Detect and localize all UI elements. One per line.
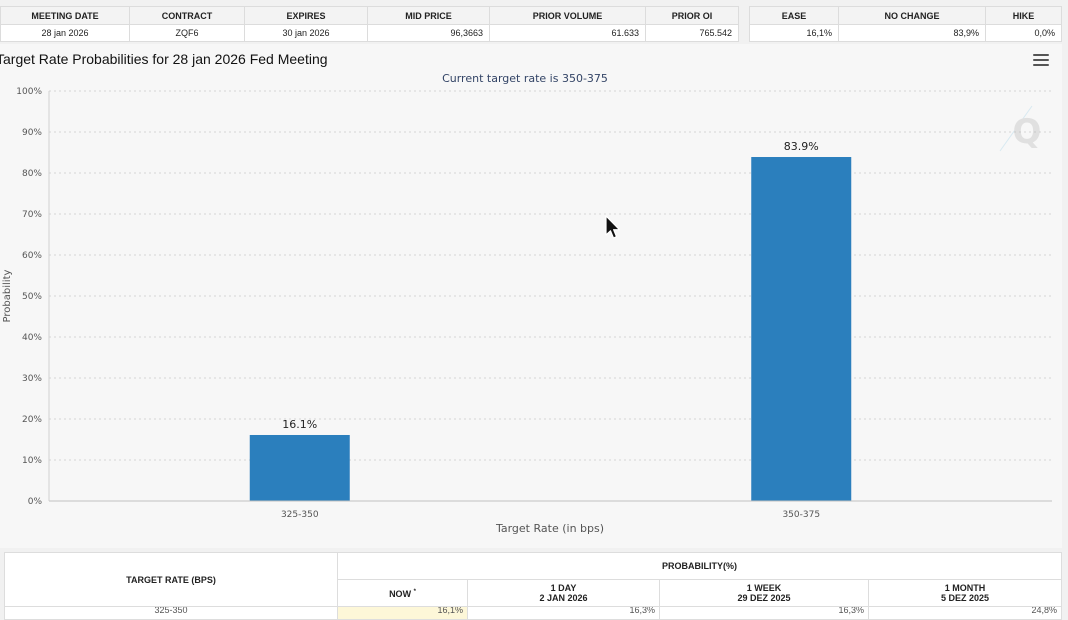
bar-data-label: 83.9% [784, 140, 819, 153]
mouse-pointer-icon [605, 215, 621, 239]
outcome-probability-table: EASE NO CHANGE HIKE 16,1% 83,9% 0,0% [749, 6, 1062, 42]
x-axis-label: Target Rate (in bps) [495, 522, 604, 535]
bar-data-label: 16.1% [282, 418, 317, 431]
col-label: 1 WEEK [746, 583, 782, 593]
col-label: 1 MONTH [944, 583, 986, 593]
cell-ease: 16,1% [749, 24, 839, 42]
y-tick-label: 0% [28, 497, 43, 507]
q-logo-watermark: Q [999, 105, 1042, 152]
cell-prior-oi: 765.542 [645, 24, 739, 42]
cell-no-change: 83,9% [838, 24, 986, 42]
col-header-1-week[interactable]: 1 WEEK 29 DEZ 2025 [659, 579, 869, 607]
target-rate-probability-table: TARGET RATE (BPS) PROBABILITY(%) NOW * 1… [4, 552, 1062, 620]
col-header-probability: PROBABILITY(%) [337, 552, 1062, 580]
chart-subtitle: Current target rate is 350-375 [442, 72, 608, 85]
cell-expires: 30 jan 2026 [244, 24, 368, 42]
col-header-prior-oi[interactable]: PRIOR OI [645, 6, 739, 25]
col-header-expires[interactable]: EXPIRES [244, 6, 368, 25]
y-tick-label: 20% [22, 415, 42, 425]
meeting-info-table: MEETING DATE CONTRACT EXPIRES MID PRICE … [0, 6, 739, 42]
y-axis-ticks: 0% 10% 20% 30% 40% 50% 60% 70% 80% 90% 100% [16, 87, 42, 507]
col-header-target-rate[interactable]: TARGET RATE (BPS) [4, 552, 338, 607]
meeting-table-row: 28 jan 2026 ZQF6 30 jan 2026 96,3663 61.… [0, 24, 739, 42]
col-header-no-change[interactable]: NO CHANGE [838, 6, 986, 25]
y-tick-label: 30% [22, 374, 42, 384]
now-label: NOW [389, 589, 412, 599]
chart-gridlines [49, 90, 1052, 461]
col-label: 1 DAY [550, 583, 577, 593]
svg-text:Q: Q [1013, 112, 1042, 152]
now-footnote-mark: * [413, 589, 416, 595]
probability-bar-chart: Current target rate is 350-375 0% 10% 20% 3… [2, 72, 1052, 535]
chart-title: Target Rate Probabilities for 28 jan 202… [0, 51, 328, 67]
meeting-table-header-row: MEETING DATE CONTRACT EXPIRES MID PRICE … [0, 6, 739, 25]
y-tick-label: 80% [22, 169, 42, 179]
col-header-prior-volume[interactable]: PRIOR VOLUME [489, 6, 646, 25]
hamburger-menu-icon[interactable] [1033, 54, 1049, 68]
y-axis-label: Probability [2, 269, 13, 322]
col-date: 2 JAN 2026 [539, 593, 588, 603]
col-header-contract[interactable]: CONTRACT [129, 6, 245, 25]
x-tick-label: 325-350 [281, 510, 319, 520]
col-header-meeting-date[interactable]: MEETING DATE [0, 6, 130, 25]
cell-contract: ZQF6 [129, 24, 245, 42]
col-date: 29 DEZ 2025 [737, 593, 791, 603]
y-tick-label: 100% [16, 87, 42, 97]
y-tick-label: 50% [22, 292, 42, 302]
y-tick-label: 40% [22, 333, 42, 343]
col-header-1-day[interactable]: 1 DAY 2 JAN 2026 [467, 579, 660, 607]
y-tick-label: 60% [22, 251, 42, 261]
cell-hike: 0,0% [985, 24, 1062, 42]
bar-325-350[interactable] [249, 434, 350, 501]
y-tick-label: 90% [22, 128, 42, 138]
cell-mid-price: 96,3663 [367, 24, 490, 42]
y-tick-label: 10% [22, 456, 42, 466]
col-header-1-month[interactable]: 1 MONTH 5 DEZ 2025 [868, 579, 1062, 607]
cell-meeting-date: 28 jan 2026 [0, 24, 130, 42]
col-header-now[interactable]: NOW * [337, 579, 468, 607]
outcome-table-row: 16,1% 83,9% 0,0% [749, 24, 1062, 42]
outcome-table-header-row: EASE NO CHANGE HIKE [749, 6, 1062, 25]
prob-table-subheader-row: NOW * 1 DAY 2 JAN 2026 1 WEEK 29 DEZ 2025 … [5, 579, 1062, 607]
cell-prior-volume: 61.633 [489, 24, 646, 42]
prob-table-header-row: TARGET RATE (BPS) PROBABILITY(%) [4, 552, 1062, 607]
col-header-hike[interactable]: HIKE [985, 6, 1062, 25]
col-date: 5 DEZ 2025 [940, 593, 990, 603]
table-row: 325-350 16,1% 16,3% 16,3% 24,8% [4, 606, 1062, 620]
col-header-ease[interactable]: EASE [749, 6, 839, 25]
x-axis-ticks: 325-350 350-375 [281, 510, 820, 520]
x-tick-label: 350-375 [782, 510, 820, 520]
y-tick-label: 70% [22, 210, 42, 220]
chart-bars: 16.1% 83.9% [249, 140, 852, 501]
bar-350-375[interactable] [751, 157, 852, 501]
col-header-mid-price[interactable]: MID PRICE [367, 6, 490, 25]
